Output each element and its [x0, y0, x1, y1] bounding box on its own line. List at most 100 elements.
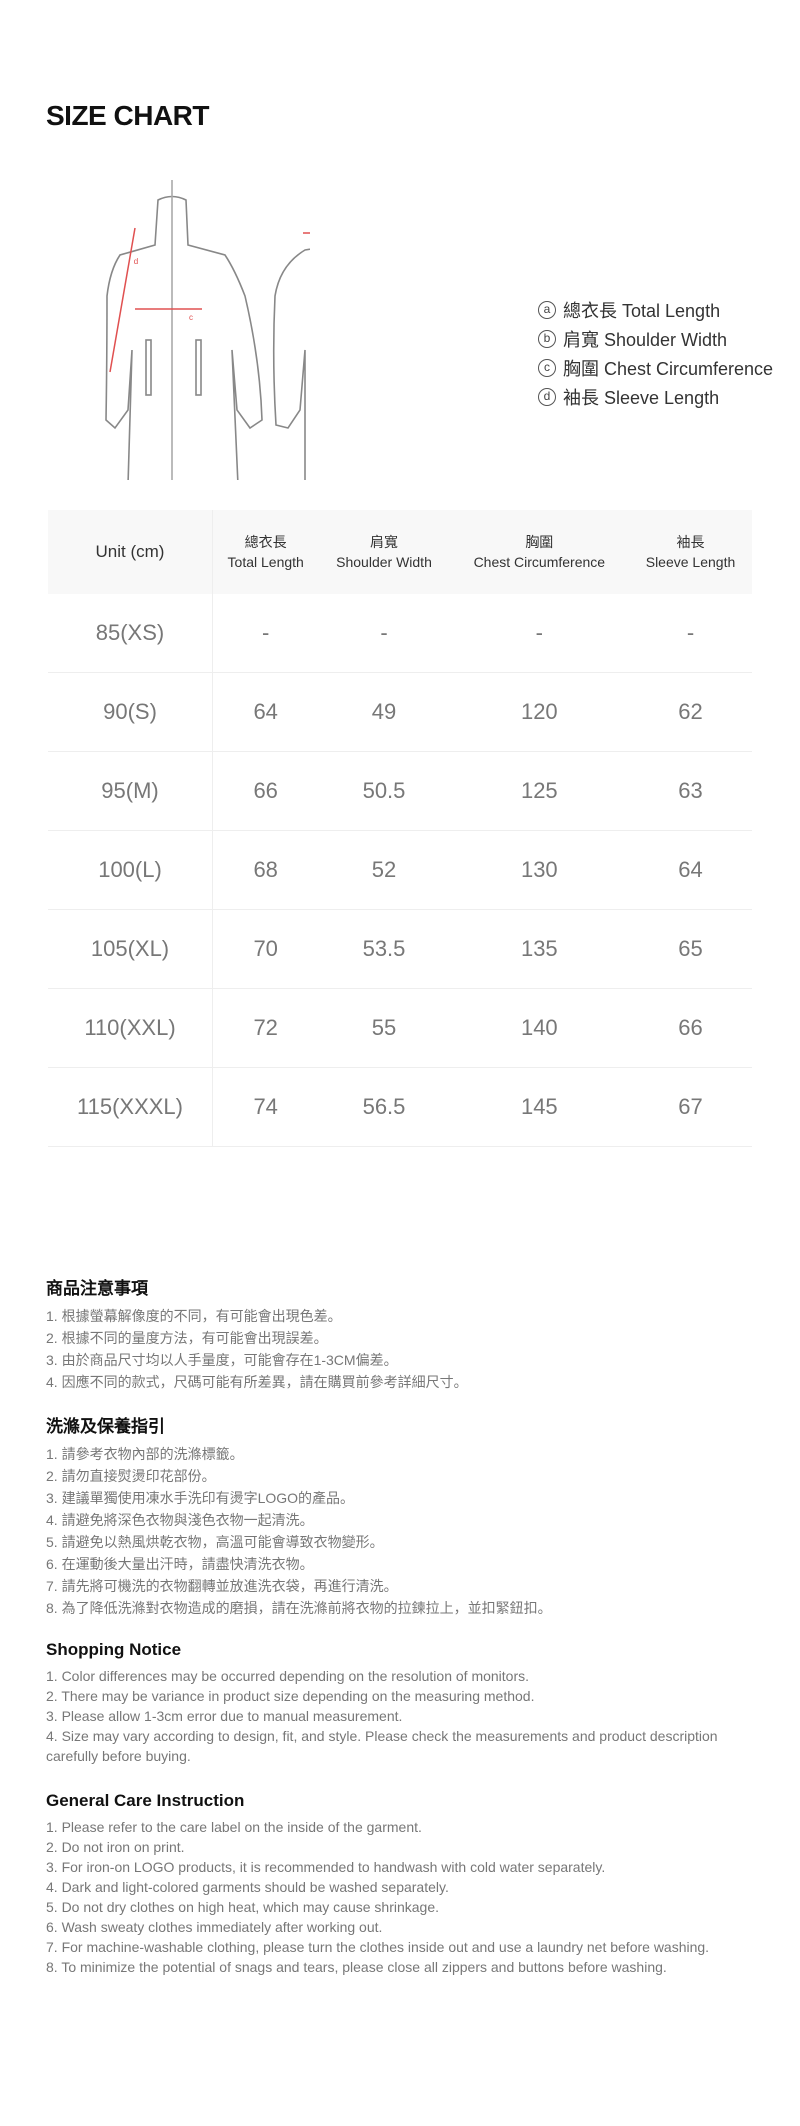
section-heading: Shopping Notice: [46, 1640, 182, 1659]
column-header: 胸圍 Chest Circumference: [449, 510, 629, 594]
value-cell: 140: [449, 988, 629, 1068]
value-cell: 55: [318, 988, 450, 1068]
circled-letter-icon: a: [538, 300, 556, 319]
legend-label: 總衣長 Total Length: [563, 300, 721, 321]
list-item: 5. 請避免以熱風烘乾衣物，高溫可能會導致衣物變形。: [46, 1534, 384, 1550]
list-item: 1. 請參考衣物內部的洗滌標籤。: [46, 1446, 244, 1462]
table-row: 115(XXXL) 74 56.5 145 67: [48, 1067, 752, 1147]
coat-back: [272, 248, 310, 480]
value-cell: 63: [629, 751, 752, 831]
value-cell: 52: [318, 830, 450, 910]
list-item: 4. 因應不同的款式，尺碼可能有所差異，請在購買前參考詳細尺寸。: [46, 1374, 468, 1390]
list-item: 6. 在運動後大量出汗時，請盡快清洗衣物。: [46, 1556, 314, 1572]
table-row: 110(XXL) 72 55 140 66: [48, 988, 752, 1068]
circled-letter-icon: c: [538, 358, 556, 377]
value-cell: 68: [212, 830, 319, 910]
value-cell: 53.5: [318, 909, 450, 989]
value-cell: 62: [629, 672, 752, 752]
header-zh: 總衣長: [244, 534, 287, 550]
circled-letter-icon: d: [538, 387, 556, 406]
table-row: 85(XS) - - - -: [48, 594, 752, 673]
size-cell: 95(M): [48, 751, 213, 831]
header-zh: 胸圍: [525, 534, 554, 550]
value-cell: 70: [212, 909, 319, 989]
value-cell: 120: [449, 672, 629, 752]
svg-text:d: d: [134, 257, 138, 266]
coat-front: [105, 180, 263, 480]
value-cell: 145: [449, 1067, 629, 1147]
size-cell: 110(XXL): [48, 988, 213, 1068]
legend-item: d 袖長 Sleeve Length: [538, 382, 773, 411]
value-cell: -: [629, 594, 752, 673]
list-item: 7. 請先將可機洗的衣物翻轉並放進洗衣袋，再進行清洗。: [46, 1578, 398, 1594]
header-zh: 袖長: [676, 534, 705, 550]
column-header: 袖長 Sleeve Length: [629, 510, 752, 594]
value-cell: 66: [629, 988, 752, 1068]
size-cell: 105(XL): [48, 909, 213, 989]
value-cell: 72: [212, 988, 319, 1068]
list-item: 8. To minimize the potential of snags an…: [46, 1959, 667, 1975]
page-title: SIZE CHART: [46, 100, 210, 131]
list-item: 6. Wash sweaty clothes immediately after…: [46, 1919, 383, 1935]
header-zh: 肩寬: [370, 534, 398, 550]
unit-header: Unit (cm): [48, 510, 213, 594]
svg-text:c: c: [189, 313, 193, 322]
legend-item: a 總衣長 Total Length: [538, 295, 773, 324]
notice-zh-section: 商品注意事項 1. 根據螢幕解像度的不同，有可能會出現色差。 2. 根據不同的量度…: [46, 1274, 468, 1393]
legend-label: 胸圍 Chest Circumference: [563, 358, 774, 379]
value-cell: 130: [449, 830, 629, 910]
section-heading: 洗滌及保養指引: [46, 1417, 165, 1436]
coat-diagram: dcba: [105, 180, 310, 480]
shopping-notice-section: Shopping Notice 1. Color differences may…: [46, 1640, 746, 1766]
table-row: 95(M) 66 50.5 125 63: [48, 751, 752, 831]
list-item: 8. 為了降低洗滌對衣物造成的磨損，請在洗滌前將衣物的拉鍊拉上，並扣緊鈕扣。: [46, 1600, 552, 1616]
size-table: Unit (cm) 總衣長 Total Length 肩寬 Shoulder Wid…: [48, 510, 752, 1147]
table-row: 100(L) 68 52 130 64: [48, 830, 752, 910]
list-item: 1. Please refer to the care label on the…: [46, 1819, 422, 1835]
size-cell: 85(XS): [48, 594, 213, 673]
list-item: 7. For machine-washable clothing, please…: [46, 1939, 710, 1955]
section-heading: General Care Instruction: [46, 1791, 245, 1810]
list-item: 3. 由於商品尺寸均以人手量度，可能會存在1-3CM偏差。: [46, 1352, 398, 1368]
value-cell: 50.5: [318, 751, 450, 831]
value-cell: 64: [212, 672, 319, 752]
measure-lines: [109, 227, 310, 373]
header-en: Chest Circumference: [473, 554, 606, 570]
value-cell: 56.5: [318, 1067, 450, 1147]
list-item: 2. Do not iron on print.: [46, 1839, 185, 1855]
legend-item: b 肩寬 Shoulder Width: [538, 324, 773, 353]
list-item: 2. 請勿直接熨燙印花部份。: [46, 1468, 216, 1484]
list-item: 2. There may be variance in product size…: [46, 1688, 535, 1704]
list-item: 3. Please allow 1-3cm error due to manua…: [46, 1708, 403, 1724]
header-en: Total Length: [227, 554, 304, 570]
care-instruction-section: General Care Instruction 1. Please refer…: [46, 1791, 746, 1977]
list-item: 1. 根據螢幕解像度的不同，有可能會出現色差。: [46, 1308, 342, 1324]
value-cell: -: [449, 594, 629, 673]
value-cell: 67: [629, 1067, 752, 1147]
table-header-row: Unit (cm) 總衣長 Total Length 肩寬 Shoulder Wid…: [48, 510, 752, 594]
value-cell: 49: [318, 672, 450, 752]
list-item: 2. 根據不同的量度方法，有可能會出現誤差。: [46, 1330, 328, 1346]
header-en: Shoulder Width: [336, 554, 432, 570]
value-cell: 125: [449, 751, 629, 831]
table-row: 90(S) 64 49 120 62: [48, 672, 752, 752]
list-item: 4. Size may vary according to design, fi…: [46, 1728, 718, 1764]
list-item: 5. Do not dry clothes on high heat, whic…: [46, 1899, 439, 1915]
value-cell: 64: [629, 830, 752, 910]
list-item: 3. 建議單獨使用凍水手洗印有燙字LOGO的產品。: [46, 1490, 355, 1506]
size-cell: 100(L): [48, 830, 213, 910]
measurement-legend: a 總衣長 Total Length b 肩寬 Shoulder Width c 胸圍…: [538, 295, 773, 411]
legend-label: 肩寬 Shoulder Width: [563, 329, 728, 350]
column-header: 總衣長 Total Length: [212, 510, 319, 594]
header-en: Sleeve Length: [645, 554, 736, 570]
value-cell: -: [212, 594, 319, 673]
value-cell: 74: [212, 1067, 319, 1147]
care-zh-section: 洗滌及保養指引 1. 請參考衣物內部的洗滌標籤。 2. 請勿直接熨燙印花部份。 3.…: [46, 1412, 552, 1619]
column-header: 肩寬 Shoulder Width: [318, 510, 450, 594]
size-cell: 115(XXXL): [48, 1067, 213, 1147]
value-cell: 65: [629, 909, 752, 989]
section-heading: 商品注意事項: [46, 1279, 148, 1298]
list-item: 4. 請避免將深色衣物與淺色衣物一起清洗。: [46, 1512, 314, 1528]
value-cell: 135: [449, 909, 629, 989]
table-row: 105(XL) 70 53.5 135 65: [48, 909, 752, 989]
